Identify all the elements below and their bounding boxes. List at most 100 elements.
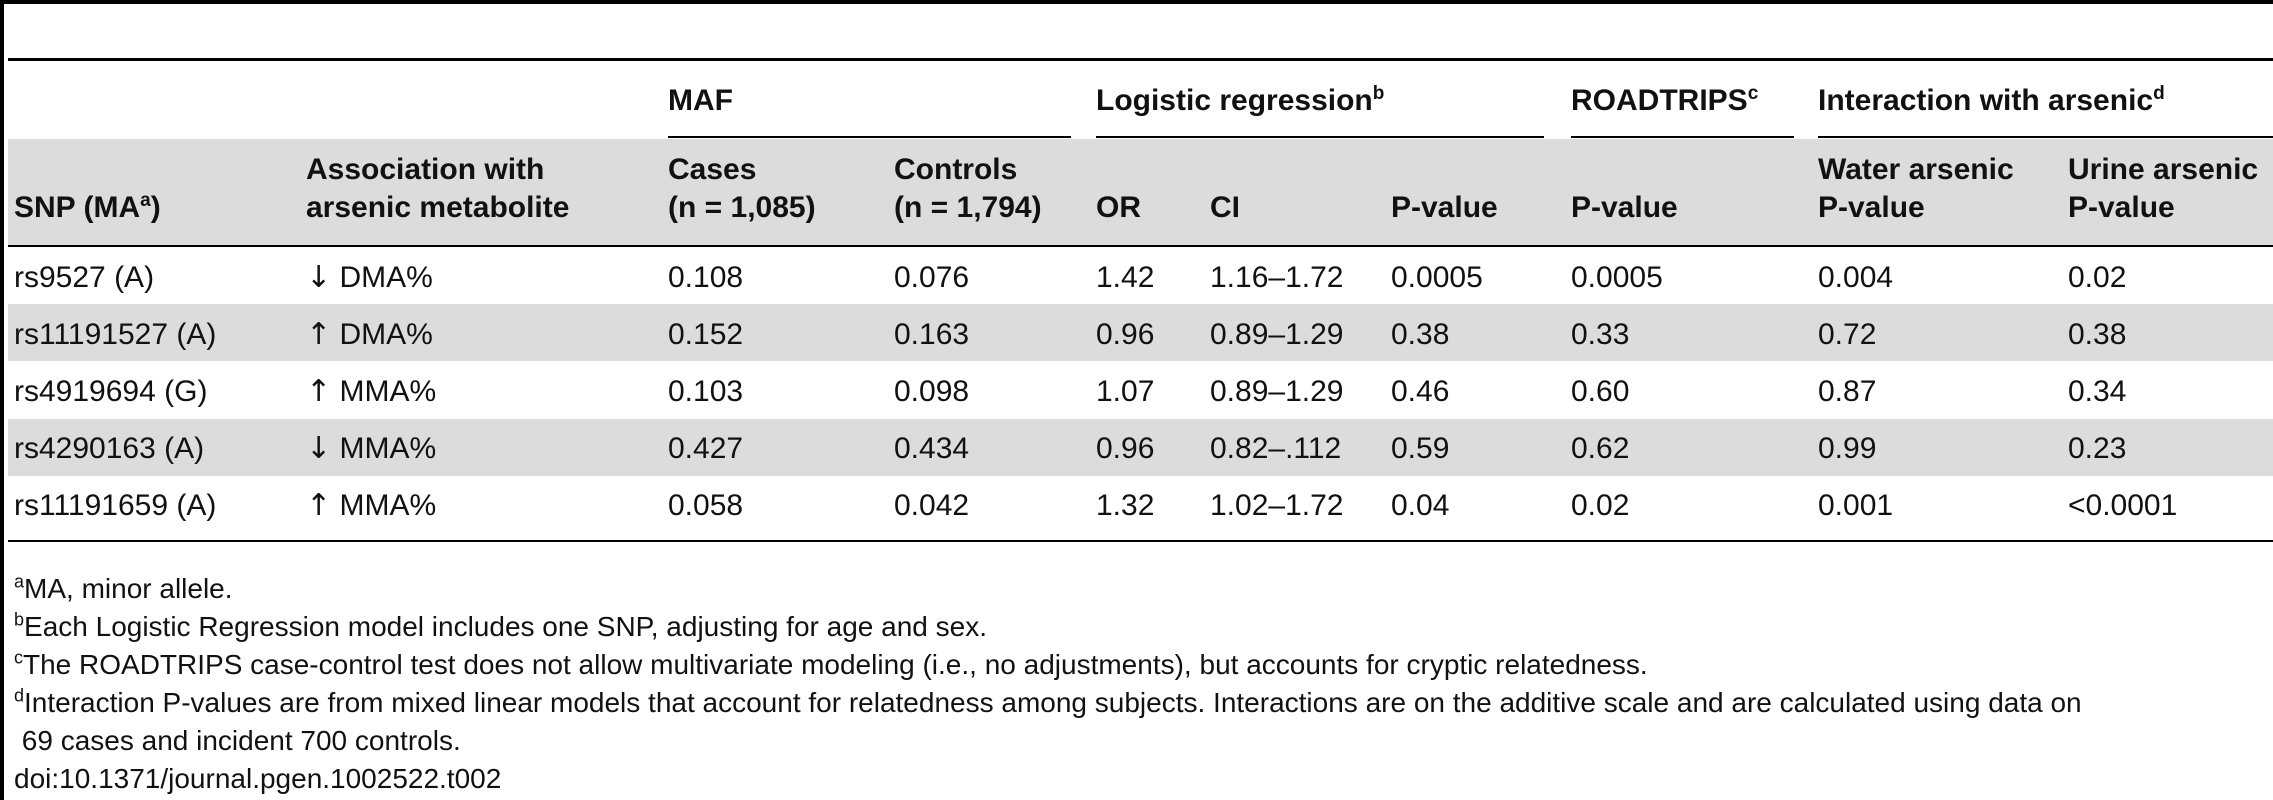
cell-p: 0.0005 — [1391, 261, 1483, 294]
cell-or: 1.32 — [1096, 489, 1155, 522]
footnote-text: 69 cases and incident 700 controls. — [14, 725, 461, 756]
cell-roadtrips: 0.62 — [1571, 432, 1630, 465]
footnote: dInteraction P-values are from mixed lin… — [14, 686, 2082, 720]
footnote: 69 cases and incident 700 controls. — [14, 724, 461, 758]
cell-urine: 0.23 — [2068, 432, 2127, 465]
cell-metabolite: MMA% — [339, 489, 437, 522]
roadtrips-group-header: ROADTRIPSc — [1571, 83, 1759, 117]
col-header-ci: CI — [1210, 191, 1240, 224]
column-header-background — [8, 139, 2273, 245]
cell-cases: 0.108 — [668, 261, 744, 294]
cell-cases: 0.103 — [668, 375, 744, 408]
cell-snp: rs4919694 (G) — [14, 375, 208, 408]
footnote-mark: d — [14, 685, 25, 706]
col-header-roadtrips-pvalue: P-value — [1571, 191, 1678, 224]
footnote-text: Each Logistic Regression model includes … — [24, 611, 987, 642]
col-header-association: Association with arsenic metabolite — [306, 153, 570, 224]
cell-association: ↑ MMA% — [306, 487, 436, 525]
cell-cases: 0.058 — [668, 489, 744, 522]
cell-water: 0.87 — [1818, 375, 1877, 408]
footnote: aMA, minor allele. — [14, 572, 233, 606]
cell-water: 0.99 — [1818, 432, 1877, 465]
maf-group-underline — [668, 136, 1071, 138]
cell-metabolite: DMA% — [339, 318, 433, 351]
cell-roadtrips: 0.60 — [1571, 375, 1630, 408]
table-header-rule — [8, 245, 2273, 247]
cell-or: 0.96 — [1096, 318, 1155, 351]
cell-metabolite: MMA% — [339, 432, 437, 465]
cell-snp: rs4290163 (A) — [14, 432, 205, 465]
cell-ci: 0.82–.112 — [1210, 432, 1342, 465]
cell-water: 0.004 — [1818, 261, 1894, 294]
cell-urine: 0.34 — [2068, 375, 2127, 408]
cell-urine: <0.0001 — [2068, 489, 2178, 522]
interaction-group-underline — [1818, 136, 2273, 138]
cell-cases: 0.152 — [668, 318, 744, 351]
cell-controls: 0.042 — [894, 489, 970, 522]
col-header-controls: Controls (n = 1,794) — [894, 153, 1042, 224]
cell-ci: 1.02–1.72 — [1210, 489, 1344, 522]
arrow-up-icon: ↑ — [306, 488, 332, 523]
col-header-water-arsenic: Water arsenic P-value — [1818, 153, 2014, 224]
cell-association: ↑ MMA% — [306, 373, 436, 411]
cell-association: ↓ DMA% — [306, 259, 433, 297]
row-stripe — [8, 304, 2273, 361]
cell-water: 0.001 — [1818, 489, 1894, 522]
cell-or: 1.42 — [1096, 261, 1155, 294]
cell-p: 0.04 — [1391, 489, 1450, 522]
cell-urine: 0.38 — [2068, 318, 2127, 351]
cell-controls: 0.098 — [894, 375, 970, 408]
cell-roadtrips: 0.02 — [1571, 489, 1630, 522]
cell-p: 0.59 — [1391, 432, 1450, 465]
col-header-cases: Cases (n = 1,085) — [668, 153, 816, 224]
footnote: cThe ROADTRIPS case-control test does no… — [14, 648, 1648, 682]
cell-p: 0.38 — [1391, 318, 1450, 351]
footnote-text: Interaction P-values are from mixed line… — [24, 687, 2082, 718]
cell-metabolite: MMA% — [339, 375, 437, 408]
cell-urine: 0.02 — [2068, 261, 2127, 294]
top-border — [0, 0, 2273, 4]
row-stripe — [8, 419, 2273, 476]
roadtrips-group-underline — [1571, 136, 1794, 138]
footnote-mark: a — [14, 571, 25, 592]
cell-controls: 0.163 — [894, 318, 970, 351]
cell-snp: rs11191527 (A) — [14, 318, 217, 351]
interaction-group-header: Interaction with arsenicd — [1818, 83, 2165, 117]
cell-ci: 0.89–1.29 — [1210, 375, 1344, 408]
cell-snp: rs11191659 (A) — [14, 489, 217, 522]
cell-or: 0.96 — [1096, 432, 1155, 465]
col-header-pvalue: P-value — [1391, 191, 1498, 224]
col-header-snp: SNP (MAa) — [14, 190, 161, 224]
cell-snp: rs9527 (A) — [14, 261, 155, 294]
cell-water: 0.72 — [1818, 318, 1877, 351]
doi-text: doi:10.1371/journal.pgen.1002522.t002 — [14, 763, 502, 794]
col-header-or: OR — [1096, 191, 1141, 224]
cell-association: ↓ MMA% — [306, 430, 436, 468]
cell-or: 1.07 — [1096, 375, 1155, 408]
left-border — [0, 0, 4, 800]
logistic-group-underline — [1096, 136, 1544, 138]
footnote: bEach Logistic Regression model includes… — [14, 610, 987, 644]
cell-controls: 0.076 — [894, 261, 970, 294]
cell-association: ↑ DMA% — [306, 316, 433, 354]
cell-ci: 1.16–1.72 — [1210, 261, 1344, 294]
cell-cases: 0.427 — [668, 432, 744, 465]
footnote-text: MA, minor allele. — [24, 573, 233, 604]
cell-controls: 0.434 — [894, 432, 970, 465]
footnote-mark: c — [14, 647, 23, 668]
table-top-rule — [8, 58, 2273, 61]
arrow-down-icon: ↓ — [306, 431, 332, 466]
logistic-group-header: Logistic regressionb — [1096, 83, 1385, 117]
cell-roadtrips: 0.0005 — [1571, 261, 1663, 294]
maf-group-header: MAF — [668, 84, 733, 117]
footnote-text: The ROADTRIPS case-control test does not… — [23, 649, 1648, 680]
cell-metabolite: DMA% — [339, 261, 433, 294]
arrow-up-icon: ↑ — [306, 317, 332, 352]
cell-ci: 0.89–1.29 — [1210, 318, 1344, 351]
cell-roadtrips: 0.33 — [1571, 318, 1630, 351]
cell-p: 0.46 — [1391, 375, 1450, 408]
footnote-mark: b — [14, 609, 25, 630]
arrow-down-icon: ↓ — [306, 260, 332, 295]
col-header-urine-arsenic: Urine arsenic P-value — [2068, 153, 2259, 224]
arrow-up-icon: ↑ — [306, 374, 332, 409]
